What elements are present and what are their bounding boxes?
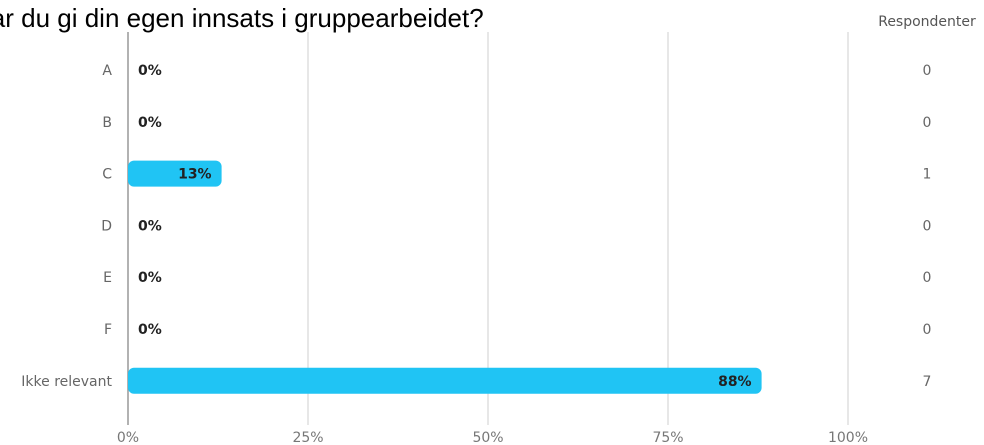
bar <box>128 160 222 187</box>
respondent-count: 0 <box>923 63 932 79</box>
respondent-count: 0 <box>923 270 932 286</box>
category-label: B <box>102 115 112 131</box>
category-label: F <box>104 322 112 338</box>
category-label: C <box>102 167 112 183</box>
data-label: 0% <box>138 270 162 286</box>
data-label: 0% <box>138 322 162 338</box>
data-label: 88% <box>718 374 752 390</box>
grid <box>127 32 849 425</box>
x-tick-label: 100% <box>828 430 868 445</box>
data-label: 0% <box>138 218 162 234</box>
bar <box>128 367 762 394</box>
respondent-count: 0 <box>923 218 932 234</box>
data-label: 0% <box>138 115 162 131</box>
category-label: D <box>101 218 112 234</box>
respondent-count: 0 <box>923 322 932 338</box>
data-label: 13% <box>178 167 212 183</box>
category-label: A <box>102 63 112 79</box>
x-tick-label: 25% <box>292 430 323 445</box>
category-label: Ikke relevant <box>21 374 112 390</box>
respondent-count: 7 <box>923 374 932 390</box>
respondent-count: 0 <box>923 115 932 131</box>
respondent-count: 1 <box>923 167 932 183</box>
category-label: E <box>103 270 112 286</box>
bars <box>128 160 762 394</box>
x-tick-label: 0% <box>117 430 139 445</box>
labels: 0% 25% 50% 75% 100% A 0% 0 B 0% 0 C 13% 1 D 0% 0 E 0% 0 F 0% 0… <box>21 63 931 445</box>
chart-title: Har du gi din egen innsats i gruppearbei… <box>0 3 484 33</box>
x-tick-label: 50% <box>472 430 503 445</box>
x-tick-label: 75% <box>652 430 683 445</box>
respondents-header: Respondenter <box>878 14 976 30</box>
data-label: 0% <box>138 63 162 79</box>
